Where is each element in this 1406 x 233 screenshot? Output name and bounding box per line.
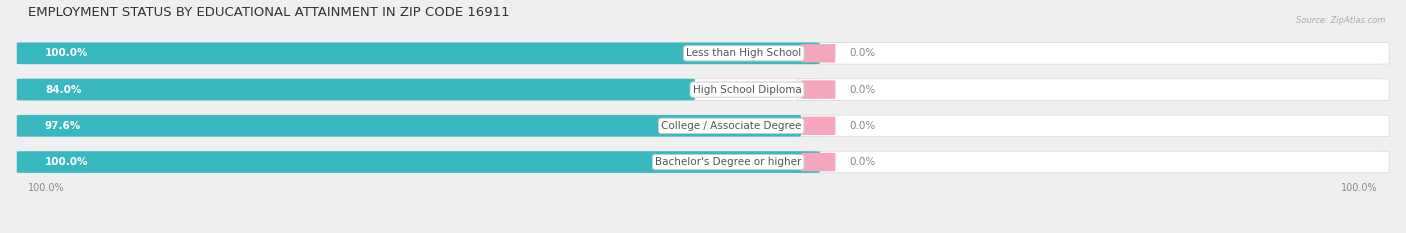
FancyBboxPatch shape [17,115,820,137]
Text: High School Diploma: High School Diploma [693,85,801,95]
Text: Less than High School: Less than High School [686,48,801,58]
Text: 100.0%: 100.0% [1341,183,1378,193]
FancyBboxPatch shape [801,153,835,171]
Text: 84.0%: 84.0% [45,85,82,95]
Text: 0.0%: 0.0% [849,157,876,167]
Text: 97.6%: 97.6% [45,121,82,131]
FancyBboxPatch shape [17,79,695,100]
Text: 0.0%: 0.0% [849,121,876,131]
FancyBboxPatch shape [17,43,820,64]
Text: 100.0%: 100.0% [45,157,89,167]
FancyBboxPatch shape [797,43,1389,64]
FancyBboxPatch shape [801,44,835,63]
Text: College / Associate Degree: College / Associate Degree [661,121,801,131]
FancyBboxPatch shape [797,79,1389,100]
Text: 0.0%: 0.0% [849,48,876,58]
Text: 0.0%: 0.0% [849,85,876,95]
FancyBboxPatch shape [797,151,1389,173]
Text: Bachelor's Degree or higher: Bachelor's Degree or higher [655,157,801,167]
FancyBboxPatch shape [17,79,820,100]
Text: Source: ZipAtlas.com: Source: ZipAtlas.com [1295,16,1385,25]
FancyBboxPatch shape [797,115,1389,137]
Text: 100.0%: 100.0% [28,183,65,193]
Text: EMPLOYMENT STATUS BY EDUCATIONAL ATTAINMENT IN ZIP CODE 16911: EMPLOYMENT STATUS BY EDUCATIONAL ATTAINM… [28,6,510,19]
Legend: In Labor Force, Unemployed: In Labor Force, Unemployed [605,230,801,233]
FancyBboxPatch shape [17,43,820,64]
Text: 100.0%: 100.0% [45,48,89,58]
FancyBboxPatch shape [801,116,835,135]
FancyBboxPatch shape [17,151,820,173]
FancyBboxPatch shape [17,151,820,173]
FancyBboxPatch shape [17,115,801,137]
FancyBboxPatch shape [801,80,835,99]
